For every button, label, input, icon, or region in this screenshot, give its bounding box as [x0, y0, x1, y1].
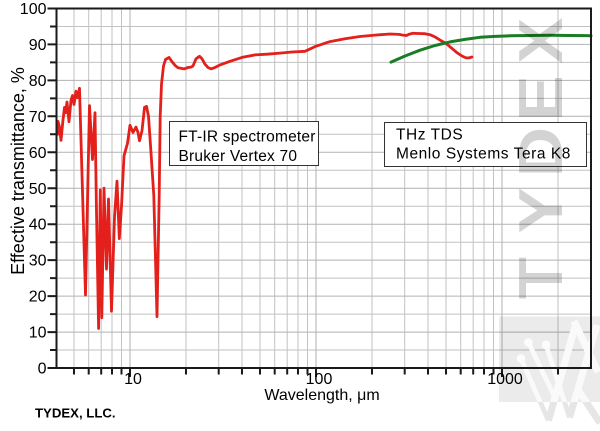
- svg-text:20: 20: [29, 289, 47, 306]
- svg-text:Effective transmittance, %: Effective transmittance, %: [8, 67, 28, 275]
- svg-text:Y: Y: [505, 187, 575, 233]
- svg-text:100: 100: [20, 1, 47, 18]
- svg-text:10: 10: [29, 325, 47, 342]
- svg-text:T: T: [505, 257, 575, 299]
- svg-text:90: 90: [29, 37, 47, 54]
- svg-text:80: 80: [29, 73, 47, 90]
- svg-text:60: 60: [29, 145, 47, 162]
- svg-text:100: 100: [306, 371, 333, 388]
- svg-text:E: E: [505, 75, 575, 121]
- svg-text:30: 30: [29, 253, 47, 270]
- svg-text:40: 40: [29, 217, 47, 234]
- svg-text:50: 50: [29, 181, 47, 198]
- svg-text:70: 70: [29, 109, 47, 126]
- svg-text:Menlo Systems Tera K8: Menlo Systems Tera K8: [396, 146, 571, 163]
- svg-text:X: X: [505, 17, 575, 63]
- svg-text:1000: 1000: [487, 371, 523, 388]
- svg-text:0: 0: [38, 361, 47, 378]
- svg-text:Wavelength, μm: Wavelength, μm: [264, 387, 379, 404]
- svg-text:THz TDS: THz TDS: [396, 127, 463, 144]
- svg-text:10: 10: [124, 371, 142, 388]
- svg-text:D: D: [505, 127, 575, 177]
- svg-text:FT-IR spectrometer: FT-IR spectrometer: [179, 129, 316, 146]
- svg-text:TYDEX, LLC.: TYDEX, LLC.: [35, 406, 116, 421]
- svg-text:Bruker Vertex 70: Bruker Vertex 70: [179, 148, 298, 165]
